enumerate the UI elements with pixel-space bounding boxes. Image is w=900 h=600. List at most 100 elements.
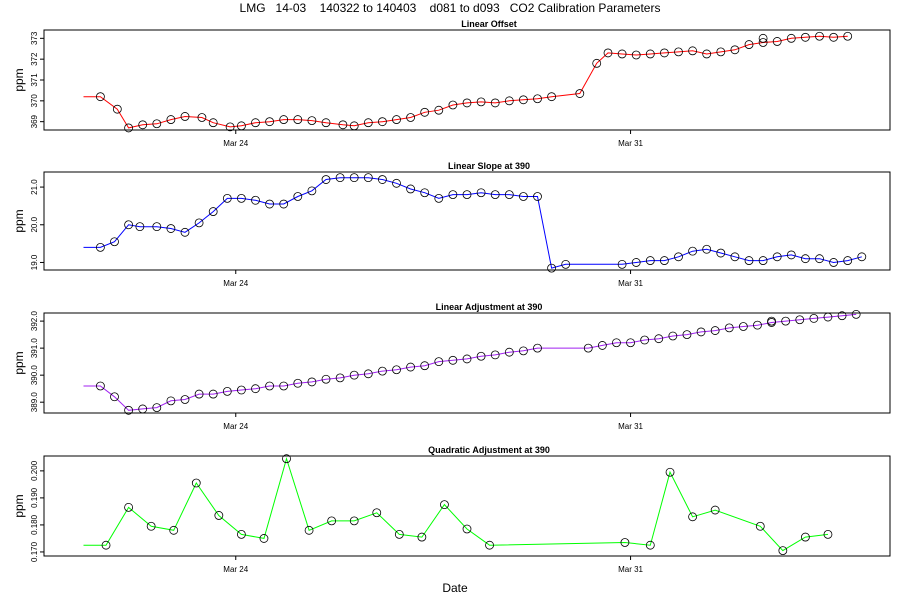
y-tick-label: 20.0	[30, 216, 39, 232]
data-point	[135, 222, 145, 232]
data-point	[597, 341, 607, 350]
data-point	[716, 248, 726, 258]
data-point	[592, 58, 602, 68]
data-point	[519, 95, 528, 105]
data-point	[180, 395, 190, 404]
x-tick-label: Mar 31	[618, 139, 643, 148]
data-point	[307, 377, 317, 387]
data-point	[377, 117, 387, 127]
data-point	[674, 252, 683, 262]
data-point	[327, 516, 337, 526]
data-point	[265, 199, 275, 209]
data-point	[702, 49, 712, 59]
data-point	[724, 323, 734, 333]
data-point	[259, 534, 269, 543]
data-point	[96, 92, 105, 102]
data-point	[654, 334, 664, 344]
plot-frame	[43, 29, 891, 131]
data-point	[753, 320, 762, 330]
data-point	[420, 107, 430, 117]
plot-frame	[43, 455, 891, 557]
data-point	[110, 237, 119, 247]
data-point	[462, 354, 472, 364]
data-point	[778, 546, 788, 555]
data-point	[349, 516, 359, 526]
data-point	[152, 222, 162, 232]
data-point	[758, 256, 768, 265]
data-point	[96, 381, 105, 391]
panel-title: Linear Slope at 390	[448, 161, 530, 171]
data-point	[124, 405, 134, 415]
data-point	[146, 521, 156, 531]
data-point	[620, 538, 630, 547]
panel-1: Linear Offset ppm 369 370 371 372 373 Mar 24 Mar…	[12, 19, 891, 148]
data-point	[363, 173, 373, 183]
data-point	[321, 175, 331, 184]
data-point	[349, 173, 359, 183]
data-point	[279, 199, 289, 209]
main-title: LMG 14-03 140322 to 140403 d081 to d093 …	[239, 1, 661, 15]
data-point	[166, 396, 176, 406]
data-point	[603, 48, 613, 58]
data-point	[462, 98, 472, 108]
data-point	[236, 529, 246, 539]
data-point	[645, 49, 655, 59]
data-point	[225, 122, 235, 132]
data-point	[668, 331, 678, 341]
data-point	[631, 50, 641, 60]
data-point	[335, 373, 345, 383]
data-point	[682, 330, 692, 340]
data-point	[363, 118, 373, 128]
data-point	[377, 366, 387, 376]
x-tick-label: Mar 31	[618, 565, 643, 574]
data-point	[112, 104, 122, 114]
data-point	[101, 540, 111, 550]
data-point	[180, 227, 190, 237]
data-point	[476, 351, 486, 361]
y-tick-label: 371	[30, 73, 39, 87]
data-point	[485, 540, 494, 550]
data-point	[392, 178, 401, 188]
data-point	[169, 525, 179, 535]
data-point	[434, 105, 444, 115]
data-point	[617, 49, 627, 59]
data-point	[208, 389, 218, 399]
data-point	[166, 224, 176, 233]
data-point	[434, 357, 444, 367]
y-tick-label: 390.0	[30, 365, 39, 386]
data-point	[448, 355, 458, 365]
data-point	[688, 246, 697, 256]
data-point	[575, 89, 585, 98]
data-point	[420, 361, 430, 371]
data-point	[124, 123, 134, 133]
data-point	[815, 31, 824, 41]
data-point	[660, 48, 669, 58]
plot-frame	[43, 312, 891, 414]
data-point	[702, 244, 712, 254]
data-point	[857, 252, 867, 262]
data-point	[476, 97, 486, 107]
data-point	[434, 193, 444, 203]
y-tick-label: 0.190	[30, 487, 39, 508]
x-tick-label: Mar 24	[223, 422, 248, 431]
x-tick-label: Mar 31	[618, 279, 643, 288]
data-point	[823, 312, 833, 322]
data-point	[547, 263, 556, 273]
data-point	[265, 381, 275, 391]
data-point	[837, 311, 847, 321]
data-point	[730, 45, 740, 55]
data-point	[504, 190, 514, 200]
data-point	[251, 384, 260, 394]
data-point	[448, 190, 458, 200]
data-point	[194, 218, 204, 228]
data-point	[293, 115, 303, 124]
data-point	[222, 193, 232, 203]
data-point	[152, 403, 162, 412]
data-point	[110, 392, 119, 402]
data-point	[772, 37, 782, 46]
y-tick-label: 0.200	[30, 460, 39, 481]
data-point	[363, 369, 373, 379]
data-point	[180, 112, 190, 121]
panel-3: Linear Adjustment at 390 ppm 389.0 390.0 391…	[12, 302, 891, 431]
y-tick-label: 370	[30, 94, 39, 108]
